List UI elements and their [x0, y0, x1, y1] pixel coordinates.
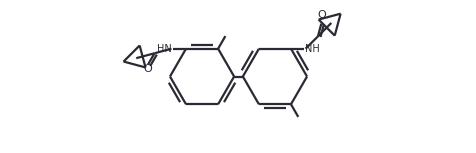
Text: NH: NH — [304, 44, 319, 54]
Text: O: O — [143, 64, 151, 74]
Text: O: O — [316, 10, 325, 20]
Text: HN: HN — [157, 44, 172, 54]
